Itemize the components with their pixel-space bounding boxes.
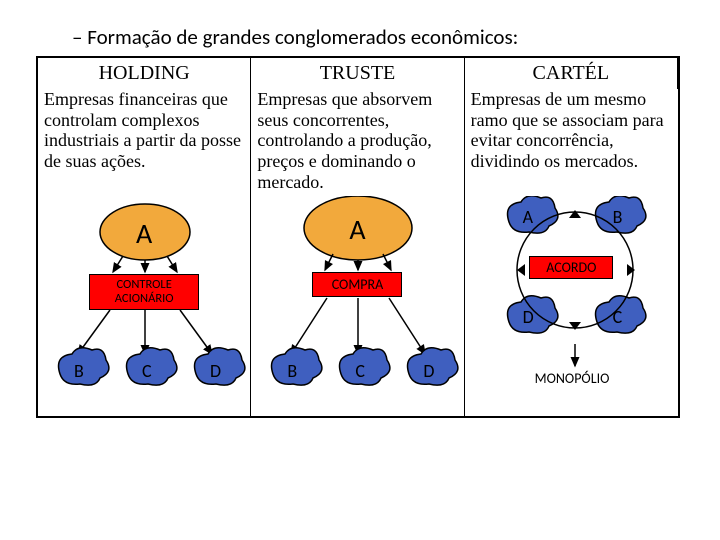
col-desc-cartel: Empresas de um mesmo ramo que se associa… — [465, 89, 678, 196]
node-c: C — [142, 360, 152, 382]
node-a: A — [136, 216, 152, 251]
col-header-holding: HOLDING — [38, 58, 251, 89]
diagram-truste: A COMPRA B C D — [251, 196, 464, 416]
node-d: D — [423, 360, 434, 382]
node-b: B — [74, 360, 84, 382]
col-desc-truste: Empresas que absorvem seus concorrentes,… — [251, 89, 464, 196]
comparison-table: HOLDING TRUSTE CARTÉL Empresas financeir… — [36, 56, 680, 418]
col-header-truste: TRUSTE — [251, 58, 464, 89]
node-b: B — [613, 206, 623, 228]
cartel-box: ACORDO — [529, 256, 613, 279]
diagram-holding: A CONTROLE ACIONÁRIO B C D — [38, 196, 251, 416]
node-b: B — [287, 360, 297, 382]
node-c: C — [613, 306, 623, 328]
monopoly-label: MONOPÓLIO — [535, 370, 610, 387]
node-c: C — [355, 360, 365, 382]
col-header-cartel: CARTÉL — [465, 58, 678, 89]
node-a: A — [523, 206, 533, 228]
node-d: D — [523, 306, 534, 328]
truste-box: COMPRA — [312, 272, 402, 297]
slide-title: – Formação de grandes conglomerados econ… — [72, 24, 684, 50]
holding-box: CONTROLE ACIONÁRIO — [89, 274, 199, 310]
diagram-cartel: A B D C ACORDO MONOPÓLIO — [465, 196, 678, 416]
node-a: A — [349, 212, 365, 247]
node-d: D — [210, 360, 221, 382]
col-desc-holding: Empresas financeiras que controlam compl… — [38, 89, 251, 196]
